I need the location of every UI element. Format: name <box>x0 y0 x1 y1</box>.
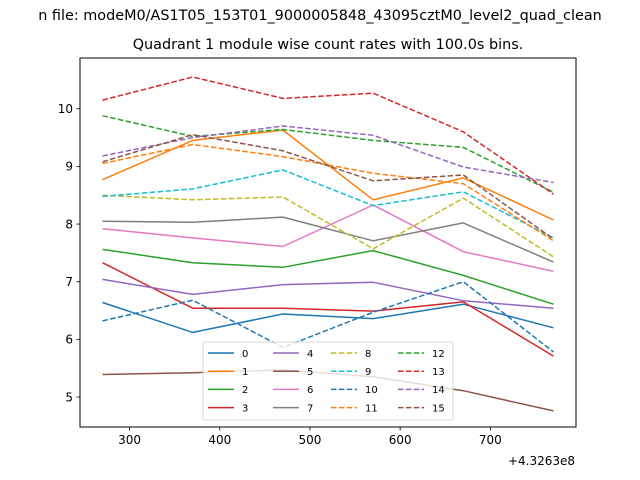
legend-label-13: 13 <box>432 367 445 378</box>
y-tick-label: 10 <box>58 102 73 116</box>
legend-label-12: 12 <box>432 349 445 360</box>
series-line-8 <box>102 194 554 258</box>
legend-label-8: 8 <box>365 349 371 360</box>
y-tick-label: 8 <box>65 217 73 231</box>
legend-label-4: 4 <box>307 349 313 360</box>
chart-title: Quadrant 1 module wise count rates with … <box>133 37 524 53</box>
legend-label-0: 0 <box>242 349 248 360</box>
series-line-13 <box>102 76 554 195</box>
x-tick-label: 600 <box>389 433 412 447</box>
legend-label-14: 14 <box>432 385 445 396</box>
series-line-3 <box>102 262 554 357</box>
legend-box <box>202 341 454 421</box>
series-layer <box>102 76 554 412</box>
x-tick-label: 700 <box>479 433 502 447</box>
legend-label-11: 11 <box>365 403 378 414</box>
y-tick-label: 9 <box>65 160 73 174</box>
legend-label-7: 7 <box>307 403 313 414</box>
legend-label-5: 5 <box>307 367 313 378</box>
plot-frame <box>79 57 577 428</box>
x-tick-label: 300 <box>118 433 141 447</box>
chart-suptitle: n file: modeM0/AS1T05_153T01_9000005848_… <box>38 8 602 24</box>
y-tick-label: 7 <box>65 275 73 289</box>
x-offset-label: +4.3263e8 <box>508 454 575 468</box>
y-tick-label: 5 <box>65 390 73 404</box>
series-line-15 <box>102 133 554 240</box>
legend-label-2: 2 <box>242 385 248 396</box>
legend-label-9: 9 <box>365 367 371 378</box>
x-axis: 300 400 500 600 700 <box>118 427 502 447</box>
legend-label-1: 1 <box>242 367 248 378</box>
series-line-2 <box>102 248 554 305</box>
series-line-7 <box>102 216 554 263</box>
series-line-4 <box>102 278 554 309</box>
x-tick-label: 500 <box>299 433 322 447</box>
legend-label-3: 3 <box>242 403 248 414</box>
legend-label-10: 10 <box>365 385 378 396</box>
legend-label-15: 15 <box>432 403 445 414</box>
series-line-0 <box>102 301 554 334</box>
y-tick-label: 6 <box>65 333 73 347</box>
series-line-12 <box>102 114 554 193</box>
series-line-14 <box>102 125 554 184</box>
x-tick-label: 400 <box>208 433 231 447</box>
series-line-10 <box>102 280 554 353</box>
series-line-9 <box>102 169 554 239</box>
series-line-6 <box>102 204 554 273</box>
y-axis: 5 6 7 8 9 10 <box>58 102 80 404</box>
legend-label-6: 6 <box>307 385 313 396</box>
series-line-11 <box>102 143 554 242</box>
